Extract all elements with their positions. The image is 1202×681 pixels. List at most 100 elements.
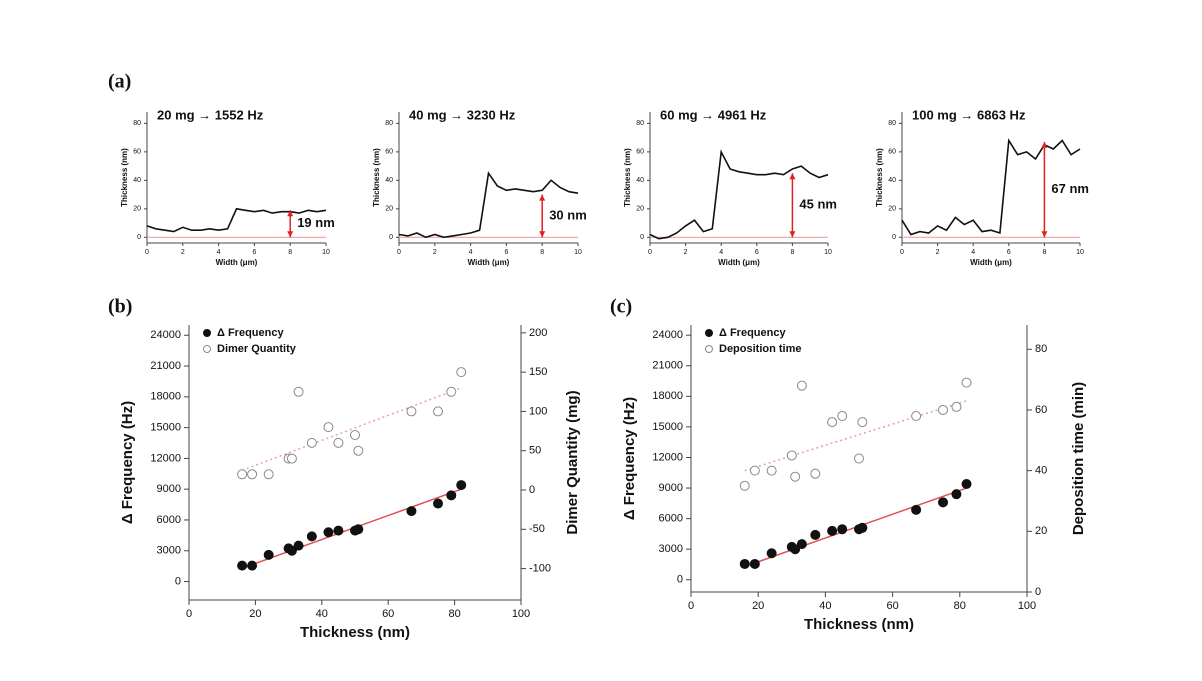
y2-tick-label: 20 <box>1035 525 1047 537</box>
data-point <box>739 480 750 491</box>
y-tick-label: 60 <box>133 149 141 156</box>
y-tick-label: 0 <box>137 234 141 241</box>
x-tick-label: 60 <box>886 600 898 612</box>
data-point <box>333 437 344 448</box>
data-point <box>306 531 317 542</box>
profile-line <box>398 171 579 239</box>
x-tick-label: 6 <box>755 249 759 256</box>
y-axis-label: Thickness (nm) <box>372 148 381 207</box>
arrow-head <box>789 173 796 180</box>
data-point <box>456 367 467 378</box>
annotation: 45 nm <box>799 197 837 212</box>
y-tick-label: 60 <box>636 149 644 156</box>
y-tick-label: 3000 <box>157 545 181 557</box>
x-axis-label: Thickness (nm) <box>804 616 914 633</box>
data-point <box>237 560 248 571</box>
y-tick-label: 80 <box>888 120 896 127</box>
x-tick-label: 8 <box>790 249 794 256</box>
legend-label: Deposition time <box>719 343 802 355</box>
y-axis-label: Thickness (nm) <box>875 148 884 207</box>
data-point <box>951 401 962 412</box>
data-point <box>938 497 948 508</box>
arrow-head <box>539 231 546 238</box>
x-tick-label: 20 <box>249 608 261 620</box>
data-point <box>247 560 258 571</box>
data-point <box>406 406 417 417</box>
y2-tick-label: 0 <box>1035 586 1041 598</box>
x-tick-label: 0 <box>648 249 652 256</box>
x-tick-label: 10 <box>1076 249 1084 256</box>
y-tick-label: 0 <box>892 234 896 241</box>
x-tick-label: 2 <box>181 249 185 256</box>
data-point <box>911 411 922 422</box>
data-point <box>433 498 443 509</box>
y2-tick-label: 50 <box>529 445 541 457</box>
data-point <box>810 529 821 540</box>
y-tick-label: 24000 <box>150 329 181 341</box>
arrow-head <box>287 210 294 217</box>
x-tick-label: 2 <box>433 249 437 256</box>
data-point <box>749 558 760 569</box>
x-axis-label: Width (μm) <box>468 258 510 267</box>
data-point <box>286 453 297 464</box>
chart-title: 20 mg → 1552 Hz <box>157 107 264 122</box>
data-point <box>766 465 777 476</box>
data-point <box>911 504 922 515</box>
x-tick-label: 6 <box>504 249 508 256</box>
data-point <box>263 549 274 560</box>
annotation: 19 nm <box>297 215 335 230</box>
data-point <box>306 437 317 448</box>
profile-line <box>146 207 327 233</box>
data-point <box>353 524 364 535</box>
profile-line <box>901 138 1081 236</box>
y-tick-label: 6000 <box>157 514 181 526</box>
data-point <box>749 465 760 476</box>
data-point <box>286 545 297 556</box>
x-tick-label: 0 <box>397 249 401 256</box>
y-tick-label: 80 <box>385 120 393 127</box>
data-point <box>961 377 972 388</box>
data-point <box>446 386 457 397</box>
y-axis-label: Δ Frequency (Hz) <box>621 397 638 520</box>
y2-tick-label: 60 <box>1035 404 1047 416</box>
data-point <box>456 480 467 491</box>
x-axis-label: Width (μm) <box>718 258 760 267</box>
y-tick-label: 3000 <box>659 543 683 555</box>
data-point <box>790 544 801 555</box>
arrow-head <box>287 231 294 238</box>
data-point <box>857 417 868 428</box>
y-tick-label: 40 <box>133 177 141 184</box>
y2-tick-label: -100 <box>529 562 551 574</box>
x-tick-label: 0 <box>688 600 694 612</box>
data-point <box>857 522 868 533</box>
data-point <box>961 478 972 489</box>
x-tick-label: 80 <box>448 608 460 620</box>
x-axis-label: Width (μm) <box>970 258 1012 267</box>
data-point <box>766 548 777 559</box>
x-axis-label: Width (μm) <box>216 258 258 267</box>
x-tick-label: 40 <box>316 608 328 620</box>
y-tick-label: 18000 <box>150 391 181 403</box>
y-tick-label: 15000 <box>652 421 683 433</box>
x-tick-label: 4 <box>719 249 723 256</box>
panel-label: (a) <box>108 71 131 93</box>
arrow-head <box>1041 231 1048 238</box>
x-tick-label: 8 <box>540 249 544 256</box>
annotation: 67 nm <box>1051 181 1089 196</box>
arrow-head <box>1041 141 1048 148</box>
legend-label: Δ Frequency <box>217 327 284 339</box>
data-point <box>353 445 364 456</box>
data-point <box>827 525 838 536</box>
annotation: 30 nm <box>549 207 587 222</box>
data-point <box>323 422 334 433</box>
x-tick-label: 2 <box>684 249 688 256</box>
y2-tick-label: 150 <box>529 366 547 378</box>
y-tick-label: 0 <box>640 234 644 241</box>
y-tick-label: 0 <box>677 574 683 586</box>
y-tick-label: 9000 <box>157 483 181 495</box>
x-tick-label: 10 <box>824 249 832 256</box>
y-tick-label: 0 <box>389 234 393 241</box>
data-point <box>350 430 360 440</box>
y-axis-label: Δ Frequency (Hz) <box>119 401 136 524</box>
